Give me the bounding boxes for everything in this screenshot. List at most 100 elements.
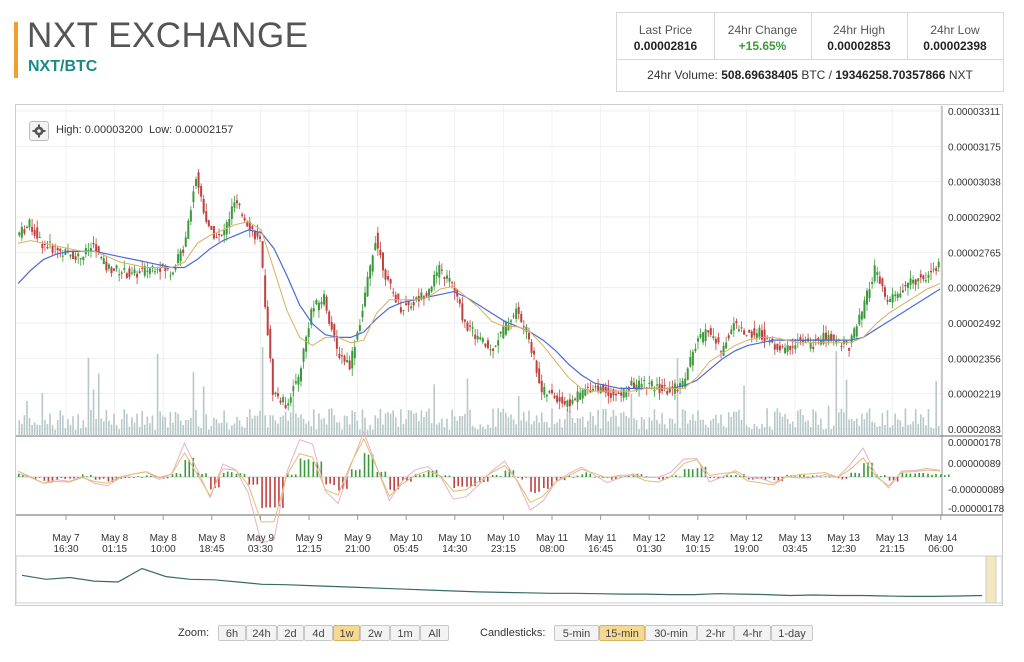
candle-body [576,391,579,403]
volume-bar [663,424,666,436]
volume-bar [356,420,359,436]
zoom-1w-button[interactable]: 1w [333,625,360,641]
candle-body [571,399,574,404]
candle-body [883,287,886,297]
volume-bar [932,428,935,436]
macd-histogram-bar [444,475,447,477]
page-title: NXT EXCHANGE [27,16,309,55]
volume-bar [615,415,617,436]
volume-bar [464,413,466,436]
candle-body [556,395,559,403]
macd-histogram-bar [329,477,331,484]
volume-bar [533,420,535,436]
volume-bar [59,410,62,436]
zoom-2d-button[interactable]: 2d [277,625,304,641]
candle-body [110,267,113,274]
macd-histogram-bar [82,474,84,477]
volume-bar [79,428,82,436]
volume-bar [341,429,343,436]
macd-histogram-bar [111,477,114,482]
volume-bar [482,426,484,436]
macd-histogram-bar [461,477,463,487]
macd-histogram-bar [807,476,809,478]
candle-body [648,382,651,384]
volume-bar [36,424,39,436]
volume-bar [167,427,169,436]
candle-body [768,340,771,343]
volume-bar [208,429,210,436]
zoom-2w-button[interactable]: 2w [360,625,390,641]
volume-bar [704,424,707,436]
candle-4-hr-button[interactable]: 4-hr [734,625,771,641]
volume-bar [177,413,179,436]
candle-1-day-button[interactable]: 1-day [771,625,813,641]
candle-15-min-button[interactable]: 15-min [599,625,645,641]
low-value: 0.00002157 [175,124,234,136]
volume-bar [415,412,418,436]
volume-bar [379,409,382,436]
macd-histogram-bar [38,477,41,478]
candle-5-min-button[interactable]: 5-min [554,625,599,641]
candle-body [358,325,361,331]
macd-histogram-bar [555,477,558,481]
volume-bar [750,429,753,436]
zoom-24h-button[interactable]: 24h [246,625,277,641]
volume-bar [228,429,231,436]
volume-bar [338,422,341,436]
macd-histogram-bar [22,474,24,477]
zoom-label: Zoom: [178,627,210,639]
volume-bar [937,425,940,436]
settings-gear-icon[interactable] [29,121,49,141]
candle-body [154,271,157,273]
volume-btc: 508.69638405 [721,68,798,82]
stat-label: Last Price [638,23,693,37]
candle-body [707,330,710,333]
volume-bar [822,429,825,436]
macd-histogram-bar [935,473,937,477]
candle-body [745,335,748,337]
candle-body [294,381,297,384]
volume-bar [82,420,85,436]
candle-body [420,292,423,300]
volume-bar [725,427,727,436]
zoom-6h-button[interactable]: 6h [218,625,246,641]
candle-body [69,254,72,257]
navigator-line [21,567,983,597]
macd-histogram-bar [658,477,660,480]
macd-histogram-bar [406,477,408,482]
macd-histogram-bar [393,477,395,491]
candle-body [830,333,833,341]
candle-body [722,345,725,356]
volume-bar [141,410,144,436]
macd-histogram-bar [218,477,220,488]
candle-body [848,347,851,351]
volume-bar [26,400,28,436]
candle-body [822,332,825,344]
volume-bar [604,408,607,436]
candle-body [284,404,287,409]
macd-histogram-bar [69,477,71,479]
macd-histogram-bar [679,476,681,478]
volume-bar [90,409,92,436]
zoom-All-button[interactable]: All [420,625,449,641]
candle-30-min-button[interactable]: 30-min [645,625,697,641]
candle-body [266,306,269,336]
macd-histogram-bar [427,470,430,477]
volume-bar [520,420,523,436]
candle-2-hr-button[interactable]: 2-hr [697,625,734,641]
volume-bar [318,413,320,436]
volume-bar [738,409,740,436]
zoom-1m-button[interactable]: 1m [390,625,420,641]
volume-bar [779,412,781,436]
candle-body [31,226,34,232]
zoom-4d-button[interactable]: 4d [304,625,333,641]
stat-last-price: Last Price 0.00002816 [617,13,715,59]
candle-body [492,348,495,351]
volume-bar [202,386,205,436]
volume-bar [551,408,553,436]
volume-bar [149,423,151,436]
x-tick-label-date: May 13 [827,533,860,544]
candle-body [430,286,433,292]
volume-bar [62,415,64,436]
